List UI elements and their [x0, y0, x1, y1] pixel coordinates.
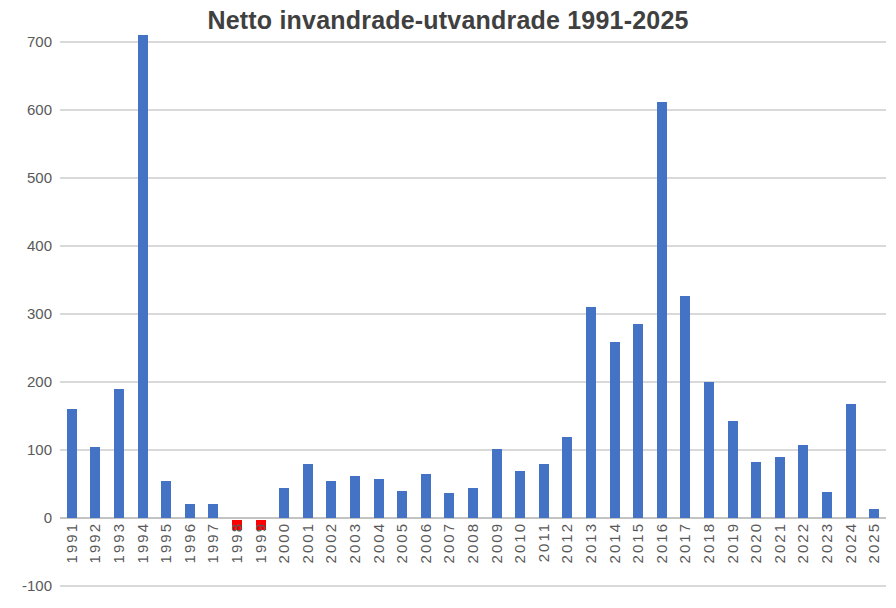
bar-2024 — [846, 404, 856, 518]
x-axis-label: 2010 — [512, 522, 528, 582]
bar-2021 — [775, 457, 785, 518]
x-axis-label: 1993 — [111, 522, 127, 582]
bar-1996 — [185, 504, 195, 518]
plot-area: 700 600 500 400 300 200 100 0 -100 1991 1992 1993 19… — [0, 0, 896, 608]
x-axis-label: 2015 — [630, 522, 646, 582]
x-axis-label: 2001 — [300, 522, 316, 582]
gridline — [60, 177, 886, 179]
y-axis-tick-label: 600 — [2, 101, 52, 119]
y-axis-tick-label: 400 — [2, 237, 52, 255]
y-axis-tick-label: -100 — [2, 577, 52, 595]
gridline — [60, 313, 886, 315]
y-axis-tick-label: 0 — [2, 509, 52, 527]
bar-2022 — [798, 445, 808, 518]
bar-2014 — [610, 342, 620, 518]
bar-2003 — [350, 476, 360, 518]
x-axis-label: 1992 — [87, 522, 103, 582]
bar-2001 — [303, 464, 313, 518]
gridline — [60, 109, 886, 111]
bar-1991 — [67, 409, 77, 518]
x-axis-label: 2025 — [866, 522, 882, 582]
bar-2006 — [421, 474, 431, 518]
bar-2023 — [822, 492, 832, 518]
bar-1992 — [90, 447, 100, 518]
x-axis-label: 2016 — [654, 522, 670, 582]
bar-2015 — [633, 324, 643, 518]
x-axis-label: 1996 — [182, 522, 198, 582]
bar-2019 — [728, 421, 738, 518]
x-axis-label: 1998 — [229, 522, 245, 582]
x-axis-label: 2006 — [418, 522, 434, 582]
x-axis-label: 2017 — [677, 522, 693, 582]
x-axis-label: 2005 — [394, 522, 410, 582]
bar-2009 — [492, 449, 502, 518]
gridline — [60, 449, 886, 451]
bar-2007 — [444, 493, 454, 518]
bar-2010 — [515, 471, 525, 518]
bar-2004 — [374, 479, 384, 518]
bar-2000 — [279, 488, 289, 518]
bar-2008 — [468, 488, 478, 518]
x-axis-label: 2009 — [489, 522, 505, 582]
bar-2005 — [397, 491, 407, 518]
x-axis-label: 2012 — [559, 522, 575, 582]
x-axis-label: 2007 — [441, 522, 457, 582]
x-axis-label: 2014 — [607, 522, 623, 582]
x-axis-label: 1995 — [158, 522, 174, 582]
y-axis-tick-label: 700 — [2, 33, 52, 51]
gridline — [60, 585, 886, 587]
x-axis-label: 1999 — [253, 522, 269, 582]
x-axis-label: 1994 — [135, 522, 151, 582]
gridline — [60, 381, 886, 383]
bar-1997 — [208, 504, 218, 518]
bar-2025 — [869, 509, 879, 518]
x-axis-label: 2003 — [347, 522, 363, 582]
bar-2018 — [704, 382, 714, 518]
bar-2012 — [562, 437, 572, 518]
bar-2011 — [539, 464, 549, 518]
y-axis-tick-label: 200 — [2, 373, 52, 391]
x-axis-label: 2023 — [819, 522, 835, 582]
x-axis-label: 2022 — [795, 522, 811, 582]
x-axis-label: 2019 — [725, 522, 741, 582]
x-axis-label: 2000 — [276, 522, 292, 582]
x-axis-label: 2002 — [323, 522, 339, 582]
x-axis-label: 1991 — [64, 522, 80, 582]
x-axis-label: 2020 — [748, 522, 764, 582]
x-axis-label: 1997 — [205, 522, 221, 582]
gridline — [60, 41, 886, 43]
bar-1994 — [138, 35, 148, 518]
gridline — [60, 245, 886, 247]
x-axis-label: 2013 — [583, 522, 599, 582]
bar-chart: Netto invandrade-utvandrade 1991-2025 70… — [0, 0, 896, 608]
y-axis-tick-label: 500 — [2, 169, 52, 187]
bar-2020 — [751, 462, 761, 518]
x-axis-label: 2011 — [536, 522, 552, 582]
bar-1995 — [161, 481, 171, 518]
bar-2013 — [586, 307, 596, 518]
x-axis-label: 2008 — [465, 522, 481, 582]
x-axis-label: 2004 — [371, 522, 387, 582]
bar-1993 — [114, 389, 124, 518]
bar-2017 — [680, 296, 690, 518]
y-axis-tick-label: 300 — [2, 305, 52, 323]
bar-2002 — [326, 481, 336, 518]
y-axis-tick-label: 100 — [2, 441, 52, 459]
bar-2016 — [657, 102, 667, 518]
x-axis-label: 2024 — [843, 522, 859, 582]
x-axis-label: 2021 — [772, 522, 788, 582]
x-axis-label: 2018 — [701, 522, 717, 582]
